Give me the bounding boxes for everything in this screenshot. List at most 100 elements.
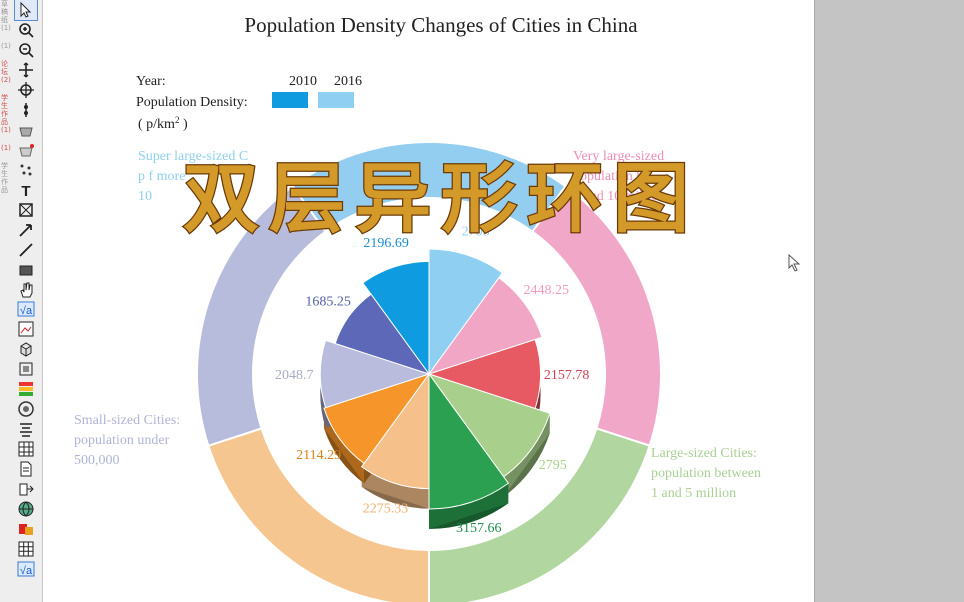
outer-ring-segment xyxy=(196,184,327,447)
crosshair-button[interactable] xyxy=(15,80,37,100)
color-bars-button[interactable] xyxy=(15,379,37,399)
line-tool-icon xyxy=(19,242,33,257)
toolbar-caption: (1) xyxy=(1,42,11,50)
legend-year-2016: 2016 xyxy=(334,74,362,89)
chart-labels: 2196.69 2705 2448.25 2157.78 2795 3157.66 2275… xyxy=(74,149,761,536)
text-tool-icon: T xyxy=(21,183,30,199)
petal-value-label: 2114.29 xyxy=(296,448,341,463)
inner-petal xyxy=(360,372,430,490)
toolbar-caption: 论坛(2) xyxy=(1,60,11,84)
globe-button[interactable] xyxy=(15,499,37,519)
box-select-button[interactable] xyxy=(15,200,37,220)
image-tool-icon xyxy=(18,321,34,337)
legend-year-2010: 2010 xyxy=(289,74,317,89)
outer-ring-label: p f more xyxy=(138,169,185,184)
petal-value-label: 2196.69 xyxy=(363,236,409,251)
frame-tool-button[interactable] xyxy=(15,359,37,379)
inner-petal xyxy=(428,372,510,510)
inner-petals xyxy=(319,248,551,529)
outer-ring-label: Small-sized Cities: xyxy=(74,413,180,428)
outer-ring-label: Very large-sized xyxy=(573,149,664,164)
doc-button[interactable] xyxy=(15,459,37,479)
toolbar-caption: 学生作品(1) xyxy=(1,94,11,134)
legend-swatch-2010 xyxy=(272,92,308,108)
legend: Year: 2010 2016 Population Density: ( p/… xyxy=(136,74,362,132)
arrow-tool-icon xyxy=(19,223,32,237)
sqrt-alt-button[interactable]: √a xyxy=(15,559,37,579)
image-tool-button[interactable] xyxy=(15,319,37,339)
rectangle-tool-button[interactable] xyxy=(15,260,37,280)
line-tool-button[interactable] xyxy=(15,240,37,260)
toolbar-caption: 草稿纸(1) xyxy=(1,0,11,32)
toolbar-captions: 草稿纸(1) (1) 论坛(2) 学生作品(1) (1) 学生作品 xyxy=(1,0,12,230)
inner-petal xyxy=(323,373,431,465)
pan-button[interactable] xyxy=(15,60,37,80)
doc-icon xyxy=(20,461,32,477)
cup-alt-icon xyxy=(19,143,34,157)
arrow-tool-button[interactable] xyxy=(15,220,37,240)
sqrt-tool-button[interactable]: √a xyxy=(15,299,37,319)
table-grid-icon xyxy=(18,441,34,457)
legend-swatch-2016 xyxy=(318,92,354,108)
palette-button[interactable] xyxy=(15,519,37,539)
outer-ring-label: population under xyxy=(74,433,170,448)
cup-button[interactable] xyxy=(15,120,37,140)
box-select-icon xyxy=(19,202,33,217)
grid-icon xyxy=(18,541,34,557)
left-toolbar: 草稿纸(1) (1) 论坛(2) 学生作品(1) (1) 学生作品 T √a √a xyxy=(0,0,43,602)
zoom-in-icon xyxy=(19,23,34,38)
svg-text:√a: √a xyxy=(20,565,33,577)
circle-target-button[interactable] xyxy=(15,399,37,419)
table-grid-button[interactable] xyxy=(15,439,37,459)
zoom-out-button[interactable] xyxy=(15,40,37,60)
outer-ring-label: 500,000 xyxy=(74,453,120,468)
canvas-page[interactable]: 2196.69 2705 2448.25 2157.78 2795 3157.66 2275… xyxy=(43,0,815,602)
toolbar-caption: (1) xyxy=(1,144,11,152)
petal-value-label: 2275.33 xyxy=(363,502,409,517)
outer-ring-label: Super large-sized C xyxy=(138,149,248,164)
inner-petal xyxy=(362,260,430,376)
arrow-select-icon xyxy=(20,1,32,18)
scatter-button[interactable] xyxy=(15,160,37,180)
color-bars-icon xyxy=(19,382,33,397)
zoom-out-icon xyxy=(19,43,34,58)
align-icon xyxy=(20,423,32,438)
overlay-title: 双层异形环图 xyxy=(183,154,699,243)
inner-petal xyxy=(334,293,431,375)
petal-value-label: 2705 xyxy=(462,224,490,239)
petal-value-label: 2157.78 xyxy=(544,368,590,383)
inner-petal xyxy=(319,339,431,409)
inner-petal xyxy=(428,248,504,376)
svg-text:√a: √a xyxy=(20,305,33,317)
globe-icon xyxy=(18,501,34,517)
cup-alt-button[interactable] xyxy=(15,140,37,160)
cube-tool-button[interactable] xyxy=(15,339,37,359)
cube-tool-icon xyxy=(20,342,32,357)
text-tool-button[interactable]: T xyxy=(15,180,37,200)
sqrt-tool-icon: √a xyxy=(17,301,35,317)
svg-text:T: T xyxy=(21,183,30,199)
rectangle-tool-icon xyxy=(19,265,33,276)
legend-unit: ( p/km2 ) xyxy=(138,115,188,132)
export-button[interactable] xyxy=(15,479,37,499)
outer-ring-label: Large-sized Cities: xyxy=(651,446,757,461)
chart-svg: 2196.69 2705 2448.25 2157.78 2795 3157.66 2275… xyxy=(74,13,761,602)
petal-value-label: 1685.25 xyxy=(305,295,351,310)
petal-value-label: 3157.66 xyxy=(456,521,502,536)
node-button[interactable] xyxy=(15,100,37,120)
cup-icon xyxy=(19,127,33,137)
outer-ring-label: 10 xyxy=(138,189,152,204)
sqrt-alt-icon: √a xyxy=(17,561,35,577)
outer-ring-segment xyxy=(428,427,651,602)
hand-tool-button[interactable] xyxy=(15,280,37,300)
petal-value-label: 2795 xyxy=(539,458,567,473)
hand-tool-icon xyxy=(20,282,33,298)
mouse-cursor-icon xyxy=(788,254,801,272)
zoom-in-button[interactable] xyxy=(15,20,37,40)
arrow-select-button[interactable] xyxy=(14,0,38,21)
scatter-icon xyxy=(20,164,32,176)
petal-value-label: 2048.7 xyxy=(275,368,314,383)
chart-title: Population Density Changes of Cities in … xyxy=(244,13,638,37)
grid-button[interactable] xyxy=(15,539,37,559)
align-button[interactable] xyxy=(15,419,37,439)
